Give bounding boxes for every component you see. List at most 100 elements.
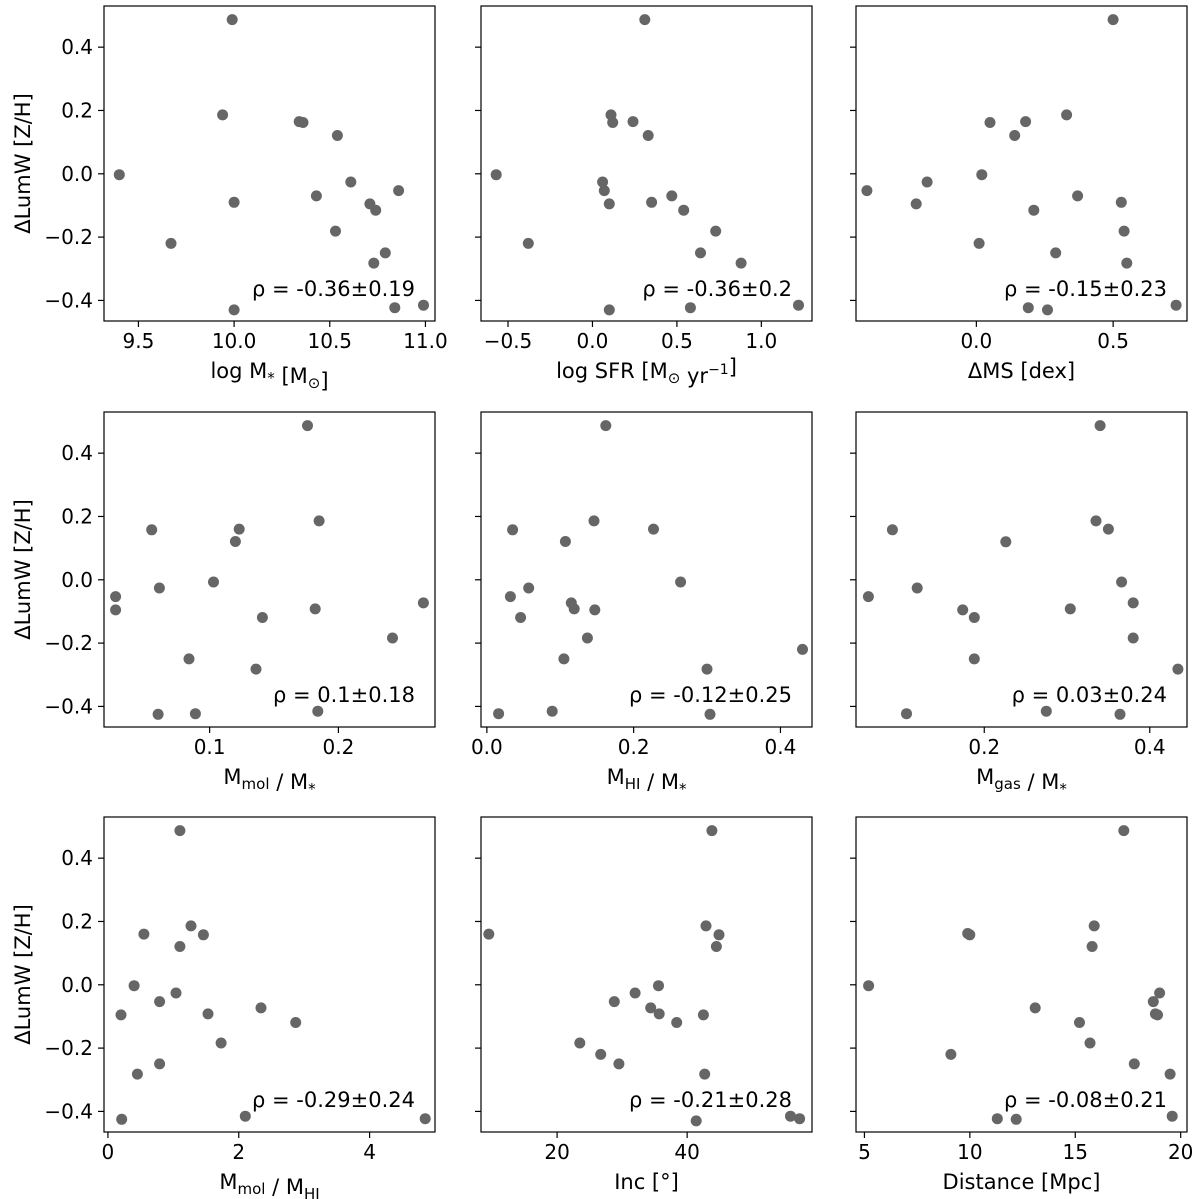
data-point	[522, 237, 534, 249]
data-point	[607, 117, 619, 128]
x-axis-label: Mmol / M*	[223, 765, 316, 798]
data-point	[1074, 1017, 1085, 1028]
y-tick-label: 0.0	[61, 162, 93, 186]
data-point	[493, 708, 505, 720]
data-point	[131, 1068, 143, 1080]
data-point	[613, 1058, 625, 1070]
data-point	[666, 190, 678, 202]
data-point	[642, 130, 654, 141]
data-point	[861, 185, 873, 197]
x-tick-label: 20	[1168, 1140, 1193, 1164]
data-point	[507, 524, 519, 536]
data-point	[1172, 663, 1184, 675]
axes-frame	[480, 816, 813, 1133]
y-tick-label: −0.2	[44, 225, 93, 249]
data-point	[1061, 109, 1073, 121]
data-point	[226, 14, 238, 26]
data-point	[387, 632, 398, 644]
data-point	[797, 643, 808, 655]
data-point	[699, 1068, 711, 1080]
correlation-annotation: ρ = -0.21±0.28	[629, 1088, 792, 1112]
x-tick-label: 9.5	[123, 329, 155, 353]
axes-frame	[103, 5, 436, 322]
data-point	[976, 169, 988, 181]
panel-2: −0.5 0.0 0.5 1.0 log SFR [M⊙ yr−1] ρ = -0.36±…	[475, 5, 813, 388]
panel-8: 20 40 Inc [°] ρ = -0.21±0.28	[475, 816, 813, 1194]
correlation-annotation: ρ = -0.08±0.21	[1004, 1088, 1167, 1112]
correlation-annotation: ρ = -0.15±0.23	[1004, 277, 1167, 301]
data-point	[370, 204, 382, 216]
data-point	[1050, 247, 1062, 259]
data-point	[945, 1048, 957, 1060]
data-point	[1028, 204, 1040, 216]
y-tick-label: −0.4	[44, 288, 93, 312]
data-point	[154, 996, 166, 1008]
x-tick-label: 0.2	[322, 735, 354, 759]
panel-5: 0.0 0.2 0.4 MHI / M* ρ = -0.12±0.25	[471, 411, 813, 798]
x-tick-label: 15	[1063, 1140, 1088, 1164]
data-point	[170, 987, 182, 999]
data-point	[1072, 190, 1084, 202]
data-point	[646, 196, 658, 208]
x-tick-label: 0.4	[1134, 735, 1166, 759]
data-point	[1147, 996, 1159, 1008]
y-tick-label: 0.4	[61, 35, 93, 59]
data-point	[901, 708, 912, 720]
data-point	[116, 1113, 128, 1125]
data-point	[671, 1017, 683, 1028]
x-tick-label: 0.0	[577, 329, 609, 353]
data-point	[297, 117, 309, 128]
data-point	[862, 591, 874, 603]
data-point	[1118, 225, 1130, 237]
correlation-annotation: ρ = 0.03±0.24	[1012, 683, 1167, 707]
data-point	[973, 237, 985, 249]
data-point	[1116, 576, 1128, 588]
data-point	[504, 591, 516, 603]
data-point	[152, 708, 164, 720]
x-tick-label: 0.4	[765, 735, 797, 759]
data-point	[1000, 536, 1012, 548]
x-tick-label: 10.0	[212, 329, 257, 353]
y-axis-label: ΔLumW [Z/H]	[11, 499, 35, 640]
y-axis-label: ΔLumW [Z/H]	[11, 904, 35, 1045]
data-point	[331, 130, 343, 141]
data-point	[490, 169, 502, 181]
data-point	[629, 987, 641, 999]
y-tick-label: 0.0	[61, 568, 93, 592]
data-point	[991, 1113, 1003, 1125]
data-point	[1114, 708, 1126, 720]
data-point	[174, 825, 186, 837]
data-point	[217, 109, 229, 121]
panel-7: 0 2 4 −0.4 −0.2 0.0 0.2 0.4 ΔLumW [Z/H] Mmol / MH…	[11, 816, 436, 1199]
data-point	[1009, 130, 1021, 141]
data-point	[603, 198, 615, 210]
axes-frame	[855, 5, 1188, 322]
data-point	[1020, 116, 1032, 128]
x-axis-label: log M* [M⊙]	[210, 359, 328, 393]
data-point	[710, 225, 722, 237]
data-point	[313, 515, 325, 527]
data-point	[215, 1037, 227, 1049]
data-point	[568, 603, 580, 615]
data-point	[393, 185, 405, 197]
data-point	[368, 257, 380, 269]
y-tick-label: 0.2	[61, 909, 93, 933]
correlation-annotation: ρ = 0.1±0.18	[273, 683, 415, 707]
data-point	[1086, 941, 1098, 952]
data-point	[968, 653, 980, 665]
data-point	[1152, 1009, 1163, 1021]
data-point	[312, 705, 324, 717]
data-point	[793, 299, 804, 311]
data-point	[690, 1115, 702, 1127]
data-point	[1121, 257, 1133, 269]
data-point	[146, 524, 158, 536]
data-point	[483, 928, 495, 940]
data-point	[228, 304, 240, 316]
data-point	[1128, 1058, 1140, 1070]
x-axis-label: Distance [Mpc]	[943, 1170, 1101, 1194]
data-point	[581, 632, 593, 644]
data-point	[785, 1110, 796, 1122]
x-tick-label: 40	[674, 1140, 699, 1164]
data-point	[302, 420, 313, 432]
